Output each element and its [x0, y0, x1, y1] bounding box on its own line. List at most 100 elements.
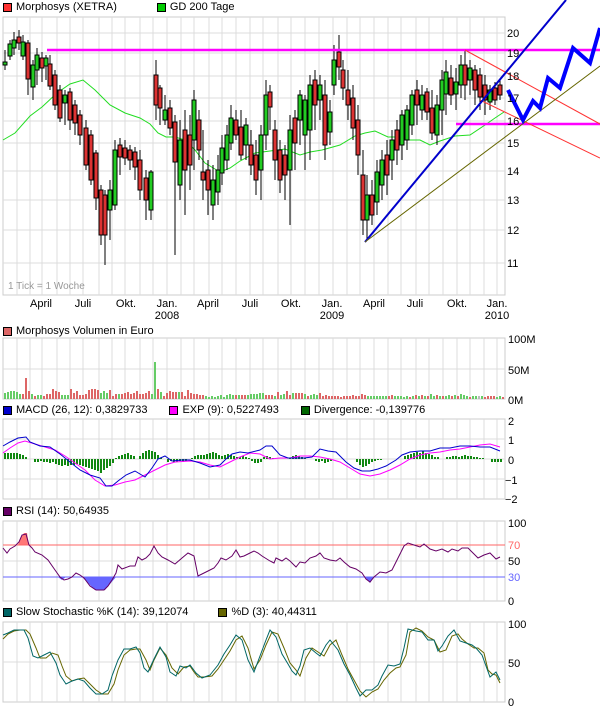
- svg-text:Okt.: Okt.: [281, 298, 301, 310]
- legend-rsi: RSI (14): 50,64935: [3, 505, 109, 517]
- svg-text:Jan.: Jan.: [322, 298, 343, 310]
- svg-text:30: 30: [508, 572, 520, 584]
- sma-200-line: [2, 79, 505, 173]
- svg-text:70: 70: [508, 540, 520, 552]
- svg-text:Juli: Juli: [407, 298, 424, 310]
- svg-text:17: 17: [507, 93, 519, 105]
- svg-text:−2: −2: [505, 494, 518, 506]
- macd-line: [2, 436, 501, 487]
- stoch-grid: [3, 622, 505, 702]
- svg-text:100: 100: [508, 518, 526, 530]
- rsi-swatch: [3, 506, 12, 516]
- svg-text:50: 50: [508, 556, 520, 568]
- svg-text:0: 0: [508, 596, 514, 608]
- tick-note: 1 Tick = 1 Woche: [8, 281, 85, 292]
- macd-y-axis: 2 1 0 −1 −2: [505, 416, 518, 506]
- rsi-grid: [3, 521, 505, 601]
- svg-text:April: April: [197, 298, 219, 310]
- svg-text:14: 14: [507, 166, 519, 178]
- macd-swatch: [3, 405, 12, 415]
- rsi-oversold-fill-3: [365, 577, 374, 583]
- svg-text:100: 100: [508, 619, 526, 631]
- price-panel: 1 Tick = 1 Woche: [2, 0, 600, 322]
- svg-text:−1: −1: [505, 475, 518, 487]
- stoch-k-swatch: [3, 607, 12, 617]
- svg-text:2: 2: [508, 416, 514, 428]
- macd-legend: MACD (26, 12): 0,3829733 EXP (9): 0,5227…: [3, 404, 447, 416]
- legend-label: MACD (26, 12): 0,3829733: [16, 404, 148, 416]
- stoch-k-line: [2, 628, 501, 697]
- stoch-d-swatch: [218, 607, 228, 617]
- svg-text:1: 1: [508, 435, 514, 447]
- svg-text:0M: 0M: [508, 395, 523, 407]
- volume-bars: [4, 362, 504, 399]
- legend-exp: EXP (9): 0,5227493: [169, 404, 279, 416]
- macd-panel: 2 1 0 −1 −2: [2, 416, 518, 506]
- svg-text:11: 11: [507, 258, 518, 270]
- svg-text:Okt.: Okt.: [116, 298, 136, 310]
- legend-price: Morphosys (XETRA): [3, 1, 117, 13]
- svg-text:April: April: [30, 298, 52, 310]
- svg-text:16: 16: [507, 116, 519, 128]
- sma-swatch: [156, 2, 166, 12]
- rsi-y-axis: 100 70 50 30 0: [508, 518, 526, 608]
- uptrend-line-olive: [364, 65, 600, 243]
- stoch-legend: Slow Stochastic %K (14): 39,12074 %D (3)…: [3, 606, 339, 618]
- price-swatch: [3, 2, 12, 12]
- svg-text:Juli: Juli: [242, 298, 259, 310]
- candles: [2, 30, 503, 265]
- legend-sma: GD 200 Tage: [156, 1, 235, 13]
- legend-label: Divergence: -0,139776: [313, 404, 426, 416]
- svg-text:April: April: [363, 298, 385, 310]
- legend-label: Morphosys (XETRA): [16, 1, 117, 13]
- legend-volume: Morphosys Volumen in Euro: [3, 325, 154, 337]
- svg-text:Jan.: Jan.: [487, 298, 508, 310]
- volume-panel: 100M 50M 0M: [2, 334, 536, 407]
- legend-label: RSI (14): 50,64935: [16, 505, 109, 517]
- uptrend-line-blue: [364, 0, 567, 243]
- svg-text:0: 0: [508, 697, 514, 709]
- svg-text:20: 20: [507, 28, 519, 40]
- volume-swatch: [3, 326, 12, 336]
- legend-stoch-d: %D (3): 40,44311: [218, 606, 317, 618]
- svg-text:19: 19: [507, 48, 519, 60]
- legend-label: Slow Stochastic %K (14): 39,12074: [16, 606, 189, 618]
- svg-text:Okt.: Okt.: [447, 298, 467, 310]
- price-x-axis: April Juli Okt. Jan. 2008 April Juli Okt…: [30, 298, 509, 322]
- price-legend: Morphosys (XETRA) GD 200 Tage: [3, 1, 256, 13]
- volume-legend: Morphosys Volumen in Euro: [3, 325, 176, 337]
- svg-text:15: 15: [507, 138, 519, 150]
- svg-text:100M: 100M: [508, 334, 536, 346]
- svg-text:50M: 50M: [508, 365, 529, 377]
- rsi-legend: RSI (14): 50,64935: [3, 505, 131, 517]
- svg-text:0: 0: [508, 455, 514, 467]
- svg-text:18: 18: [507, 71, 519, 83]
- svg-text:2008: 2008: [155, 310, 179, 322]
- channel-upper-line: [464, 49, 600, 125]
- legend-label: EXP (9): 0,5227493: [182, 404, 279, 416]
- svg-text:50: 50: [508, 658, 520, 670]
- exp-swatch: [169, 405, 179, 415]
- svg-text:2009: 2009: [320, 310, 344, 322]
- divergence-swatch: [300, 405, 310, 415]
- svg-text:12: 12: [507, 225, 519, 237]
- legend-label: GD 200 Tage: [169, 1, 235, 13]
- legend-label: Morphosys Volumen in Euro: [16, 325, 154, 337]
- legend-divergence: Divergence: -0,139776: [300, 404, 426, 416]
- stoch-y-axis: 100 50 0: [508, 619, 526, 709]
- price-y-axis: 20 19 18 17 16 15 14 13 12 11: [507, 28, 519, 270]
- volume-y-axis: 100M 50M 0M: [508, 334, 536, 407]
- svg-text:2010: 2010: [485, 310, 509, 322]
- svg-text:Jan.: Jan.: [157, 298, 178, 310]
- projection-zigzag: [506, 27, 600, 125]
- svg-text:13: 13: [507, 195, 519, 207]
- rsi-panel: 100 70 50 30 0: [2, 518, 526, 608]
- volume-grid: [3, 338, 505, 399]
- stoch-d-line: [2, 627, 501, 698]
- stoch-panel: 100 50 0: [2, 619, 526, 709]
- rsi-line: [2, 533, 501, 591]
- channel-lower-line: [479, 99, 600, 159]
- legend-macd: MACD (26, 12): 0,3829733: [3, 404, 147, 416]
- svg-text:Juli: Juli: [75, 298, 92, 310]
